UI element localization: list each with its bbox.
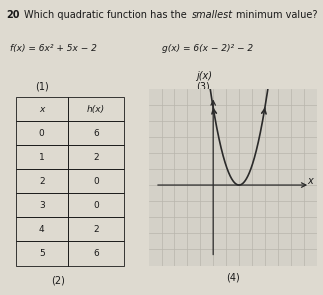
Text: 4: 4	[39, 225, 45, 234]
Text: x: x	[307, 176, 313, 186]
Text: smallest: smallest	[192, 9, 233, 19]
Text: j(x): j(x)	[196, 71, 212, 81]
Text: (2): (2)	[51, 276, 65, 286]
Text: 0: 0	[39, 129, 45, 138]
Text: (1): (1)	[35, 82, 49, 92]
Text: 0: 0	[93, 201, 99, 210]
Text: 0: 0	[93, 177, 99, 186]
Text: 20: 20	[6, 9, 20, 19]
Text: 2: 2	[39, 177, 45, 186]
Text: 2: 2	[93, 153, 99, 162]
Text: 6: 6	[93, 129, 99, 138]
Text: Which quadratic function has the: Which quadratic function has the	[24, 9, 190, 19]
Text: 6: 6	[93, 249, 99, 258]
Text: 1: 1	[39, 153, 45, 162]
Text: 5: 5	[39, 249, 45, 258]
Text: 3: 3	[39, 201, 45, 210]
Text: (3): (3)	[197, 82, 210, 92]
Text: minimum value?: minimum value?	[236, 9, 317, 19]
Text: (4): (4)	[226, 273, 239, 283]
Text: 2: 2	[93, 225, 99, 234]
Text: g(x) = 6(x − 2)² − 2: g(x) = 6(x − 2)² − 2	[162, 44, 253, 53]
Text: x: x	[39, 105, 45, 114]
Text: f(x) = 6x² + 5x − 2: f(x) = 6x² + 5x − 2	[10, 44, 97, 53]
Text: h(x): h(x)	[87, 105, 105, 114]
